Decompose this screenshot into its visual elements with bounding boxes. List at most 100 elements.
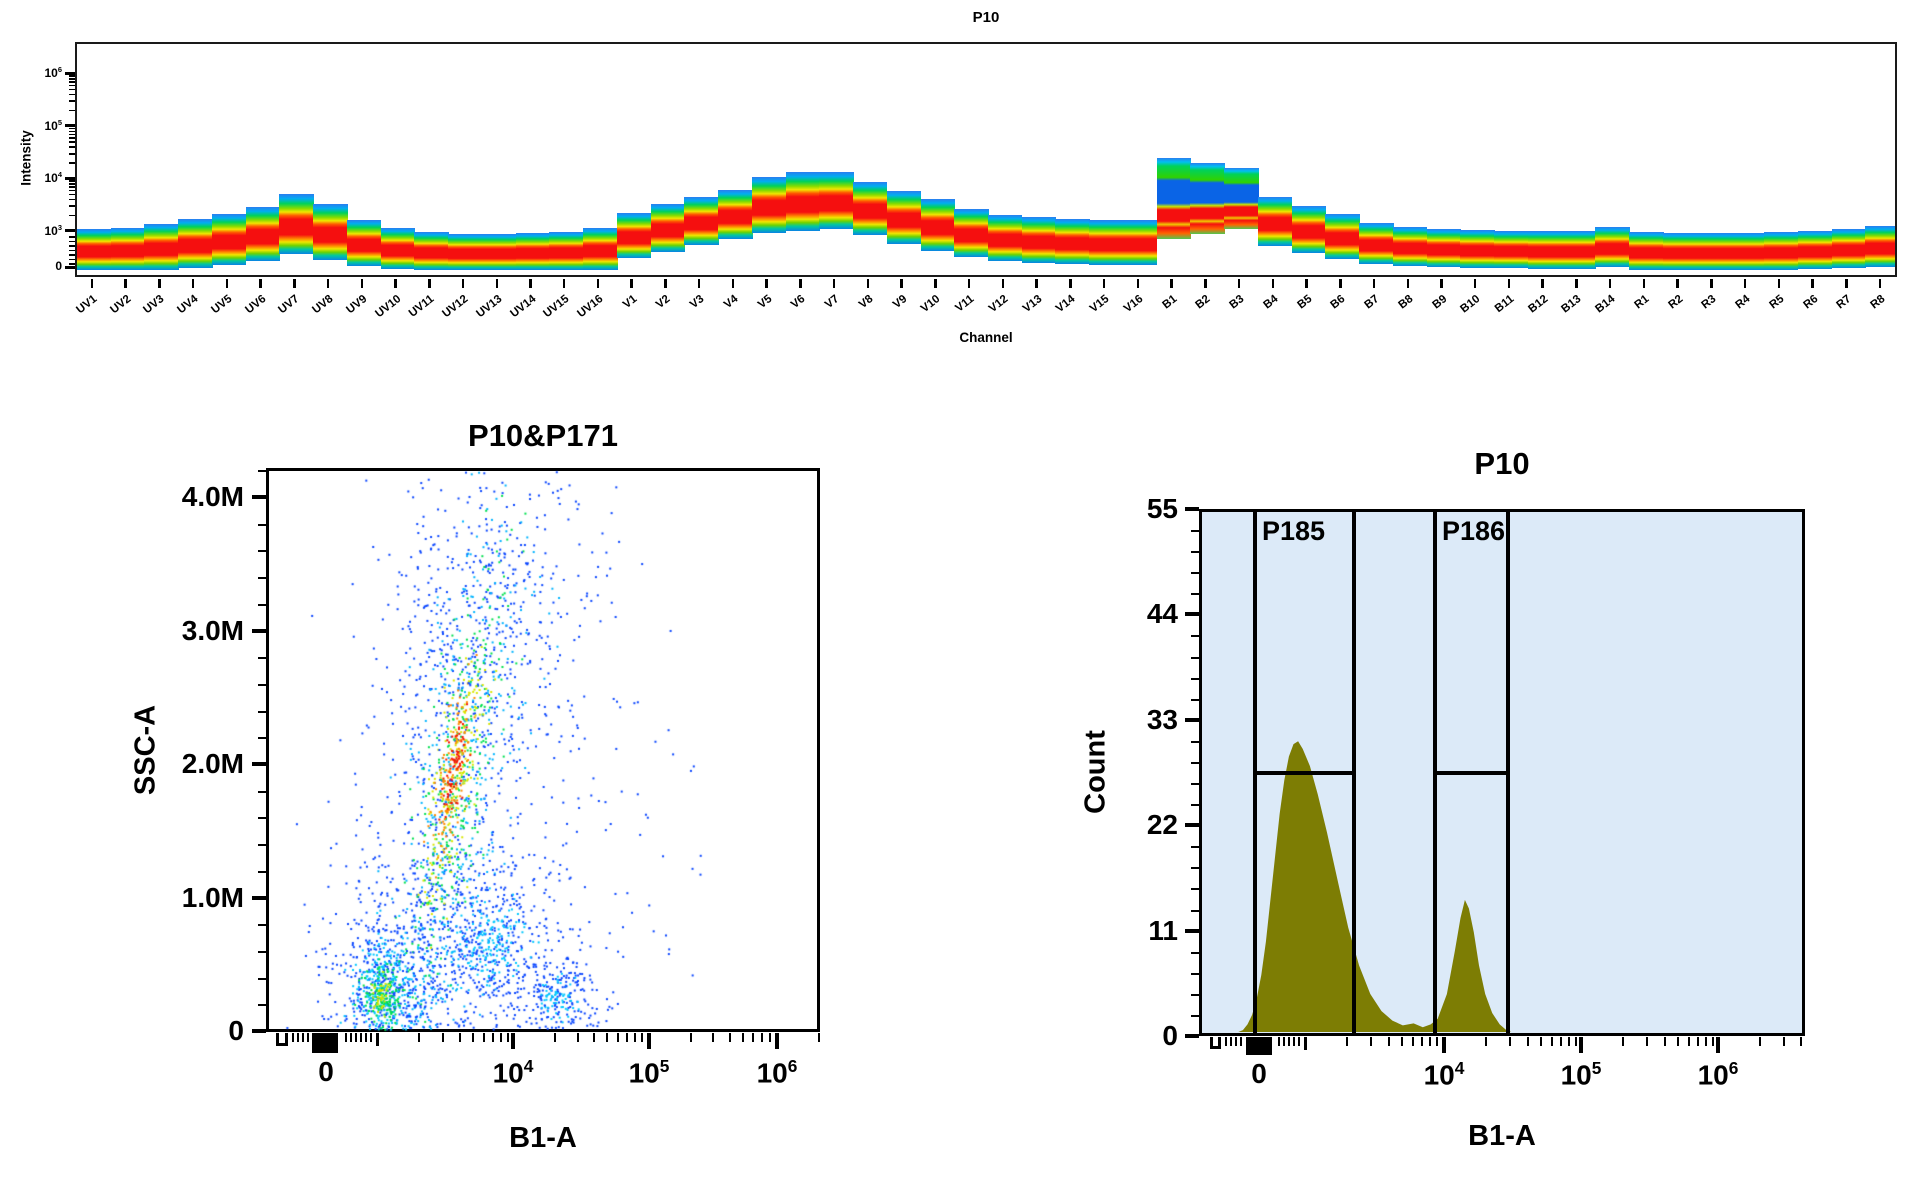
spectral-y-minor-tick (69, 75, 75, 77)
scatter-y-minor-tick (258, 1004, 266, 1007)
gate-P186-label[interactable]: P186 (1442, 516, 1506, 546)
scatter-x-minor-tick (370, 1033, 372, 1042)
spectral-y-minor-tick (69, 141, 75, 143)
spectral-y-minor-tick (69, 162, 75, 164)
spectral-y-tick (65, 229, 75, 232)
scatter-x-minor-tick (554, 1033, 556, 1042)
spectral-y-minor-tick (69, 254, 75, 256)
histogram-y-tick (1185, 823, 1199, 828)
channel-band-B14 (1595, 227, 1630, 267)
spectral-x-tick-V13 (1035, 279, 1038, 288)
histogram-x-minor-tick (1705, 1037, 1707, 1046)
spectral-x-tick-V7 (832, 279, 836, 288)
scatter-x-minor-tick (297, 1033, 299, 1042)
scatter-x-minor-tick (365, 1033, 367, 1042)
spectral-x-tick-UV2 (124, 279, 127, 288)
channel-band-R4 (1730, 233, 1765, 270)
scatter-x-minor-tick (593, 1033, 595, 1042)
spectral-x-tick-B11 (1507, 279, 1511, 288)
spectral-x-tick-B1 (1170, 279, 1173, 288)
histogram-x-minor-tick (1388, 1037, 1390, 1046)
scatter-x-minor-tick (418, 1033, 420, 1042)
scatter-y-tick (252, 628, 266, 633)
scatter-x-minor-tick (577, 1033, 579, 1042)
scatter-y-tick (252, 1029, 266, 1033)
spectral-x-tick-B6 (1339, 279, 1342, 288)
histogram-x-minor-tick (1235, 1037, 1237, 1046)
channel-band-R7 (1831, 229, 1866, 268)
scatter-x-minor-tick (276, 1033, 279, 1045)
scatter-x-minor-tick (492, 1033, 494, 1042)
spectral-x-tick-V2 (664, 279, 667, 288)
channel-band-B1 (1156, 158, 1192, 239)
histogram-y-minor-tick (1191, 698, 1199, 701)
histogram-x-minor-tick (1421, 1037, 1423, 1046)
spectral-x-tick-B12 (1541, 279, 1544, 288)
spectral-x-tick-V4 (731, 279, 735, 288)
channel-band-V5 (751, 177, 787, 233)
scatter-x-minor-tick (276, 1043, 288, 1046)
histogram-x-minor-tick (1688, 1037, 1690, 1046)
channel-band-UV12 (448, 234, 483, 270)
spectral-x-tick-V3 (697, 279, 701, 288)
spectral-y-minor-tick (69, 137, 75, 139)
histogram-x-tick (1442, 1037, 1446, 1053)
scatter-x-minor-tick (761, 1033, 763, 1042)
scatter-y-tick-label: 0 (228, 1015, 244, 1046)
histogram-y-tick-label: 11 (1148, 914, 1178, 946)
histogram-y-minor-tick (1191, 593, 1199, 596)
spectral-x-tick-R6 (1811, 279, 1814, 288)
spectral-x-tick-V6 (799, 279, 802, 288)
scatter-x-tick-label: 106 (756, 1056, 798, 1089)
scatter-x-minor-tick (769, 1033, 771, 1042)
gate-P185-crossbar[interactable] (1253, 770, 1356, 775)
histogram-y-tick (1185, 507, 1199, 511)
histogram-x-tick-label: 0 (1251, 1058, 1267, 1089)
histogram-x-minor-tick (1646, 1037, 1648, 1046)
scatter-x-minor-tick (459, 1033, 461, 1042)
histogram-y-tick-label: 44 (1146, 598, 1178, 630)
histogram-x-tick-label: 106 (1697, 1058, 1739, 1091)
spectral-x-tick-B8 (1406, 279, 1409, 288)
scatter-y-tick-label: 1.0M (181, 881, 244, 913)
spectral-y-minor-tick (69, 186, 75, 188)
histogram-x-minor-tick (1509, 1037, 1511, 1046)
scatter-density-canvas[interactable] (266, 468, 820, 1032)
scatter-x-minor-tick (752, 1033, 754, 1042)
channel-band-UV11 (414, 232, 449, 270)
spectral-x-tick-B3 (1237, 279, 1241, 288)
spectral-y-tick (65, 176, 75, 180)
channel-band-UV10 (380, 228, 416, 269)
gate-P186-crossbar[interactable] (1433, 770, 1510, 775)
spectral-x-tick-UV3 (158, 279, 161, 288)
spectral-x-tick-R4 (1743, 279, 1747, 288)
spectral-plot-area[interactable] (75, 42, 1897, 277)
histogram-x-minor-tick (1278, 1037, 1280, 1046)
gate-P185-label[interactable]: P185 (1262, 516, 1326, 546)
scatter-x-tick (775, 1033, 779, 1049)
scatter-y-minor-tick (258, 550, 266, 553)
scatter-x-minor-tick (729, 1033, 731, 1042)
channel-band-V6 (785, 172, 820, 231)
histogram-x-minor-tick (1800, 1037, 1802, 1046)
channel-band-UV14 (515, 233, 551, 270)
channel-band-V3 (684, 197, 719, 245)
spectral-x-tick-B13 (1575, 279, 1578, 288)
channel-band-B7 (1359, 223, 1394, 264)
channel-band-B13 (1561, 231, 1597, 269)
channel-band-V8 (853, 182, 888, 235)
histogram-y-minor-tick (1191, 635, 1199, 638)
scatter-y-tick-label: 2.0M (181, 748, 244, 779)
scatter-x-minor-tick (500, 1033, 502, 1042)
histogram-y-minor-tick (1191, 972, 1199, 975)
channel-band-B8 (1392, 227, 1428, 266)
histogram-x-minor-tick (1485, 1037, 1487, 1046)
scatter-y-minor-tick (258, 924, 266, 927)
histogram-x-minor-tick (1527, 1037, 1529, 1046)
channel-band-R1 (1629, 232, 1664, 270)
channel-band-R5 (1764, 232, 1799, 270)
histogram-x-minor-tick (1293, 1037, 1295, 1046)
scatter-x-axis-label: B1-A (509, 1122, 577, 1154)
spectral-y-minor-tick (69, 240, 75, 243)
channel-band-V15 (1089, 220, 1124, 265)
